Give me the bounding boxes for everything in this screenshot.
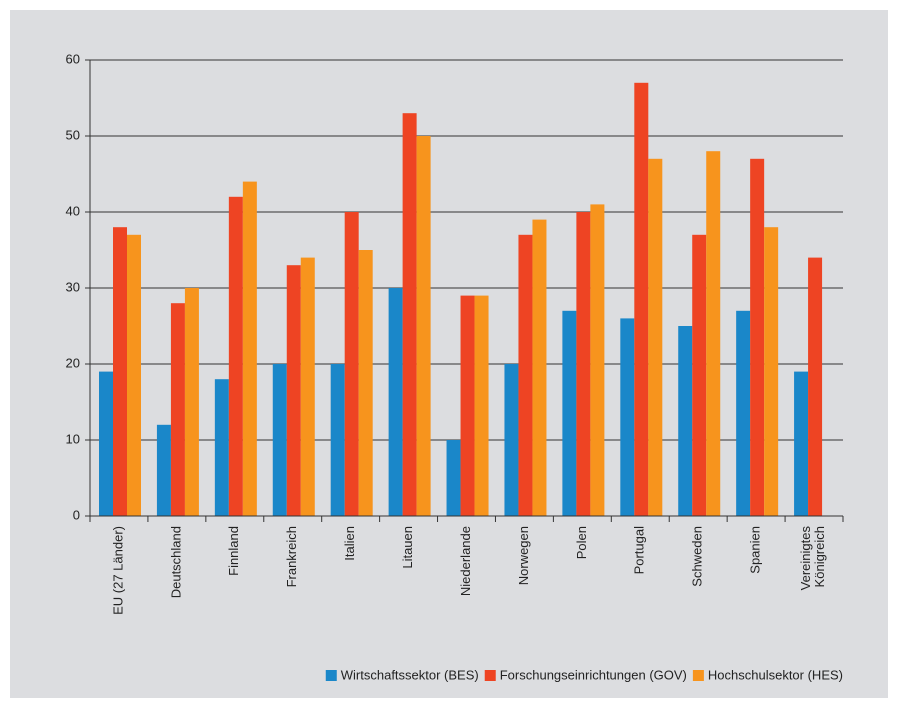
bar [170, 303, 185, 516]
x-tick-label: Norwegen [516, 526, 531, 585]
bar [590, 204, 605, 516]
x-tick-label: Finnland [226, 526, 241, 576]
x-tick-label: Deutschland [168, 526, 183, 598]
y-tick-label: 50 [66, 127, 80, 142]
bar [706, 151, 721, 516]
y-tick-label: 60 [66, 51, 80, 66]
bar [504, 364, 519, 516]
bar [113, 227, 127, 516]
bar [750, 158, 765, 517]
y-tick-label: 0 [73, 507, 80, 522]
bar [576, 212, 591, 516]
bar [648, 158, 663, 517]
legend-swatch [692, 670, 704, 681]
bar [474, 295, 489, 516]
y-tick-label: 20 [66, 355, 80, 370]
bar [214, 379, 229, 516]
bar [344, 212, 359, 516]
y-tick-label: 30 [66, 279, 80, 294]
x-tick-label: Litauen [400, 526, 415, 569]
bar [242, 181, 257, 516]
bar [184, 288, 199, 516]
bar [518, 234, 533, 517]
bar [764, 227, 779, 516]
bar [358, 250, 373, 516]
bar [156, 424, 171, 516]
bar [460, 295, 475, 516]
bar [330, 364, 345, 516]
bar [99, 371, 113, 516]
bar [808, 257, 823, 516]
bar [678, 326, 693, 516]
x-tick-label: Schweden [690, 526, 705, 587]
bar [562, 310, 577, 516]
x-tick-label: EU (27 Länder) [110, 526, 125, 615]
legend-label: Wirtschaftssektor (BES) [341, 667, 479, 682]
bar [634, 82, 649, 517]
x-tick-label: Spanien [748, 526, 763, 574]
x-tick-label: Frankreich [284, 526, 299, 587]
bar [127, 234, 141, 517]
bar [620, 318, 635, 516]
bar [794, 371, 809, 516]
bar [228, 196, 243, 517]
bar [286, 265, 301, 516]
legend-label: Forschungseinrichtungen (GOV) [500, 667, 687, 682]
x-tick-label: Polen [574, 526, 589, 559]
bar [402, 113, 417, 516]
bar [446, 440, 461, 516]
legend-label: Hochschulsektor (HES) [708, 667, 843, 682]
bar [532, 219, 547, 516]
bar [388, 288, 403, 516]
x-tick-label: Niederlande [458, 526, 473, 596]
bar [416, 136, 431, 516]
x-tick-label: Portugal [632, 526, 647, 575]
bar [272, 364, 287, 516]
bar [692, 234, 707, 517]
legend-swatch [484, 670, 496, 681]
bar [736, 310, 751, 516]
y-tick-label: 40 [66, 203, 80, 218]
legend-swatch [325, 670, 337, 681]
x-tick-label: VereinigtesKönigreich [798, 526, 827, 591]
y-tick-label: 10 [66, 431, 80, 446]
x-tick-label: Italien [342, 526, 357, 561]
bar [300, 257, 315, 516]
